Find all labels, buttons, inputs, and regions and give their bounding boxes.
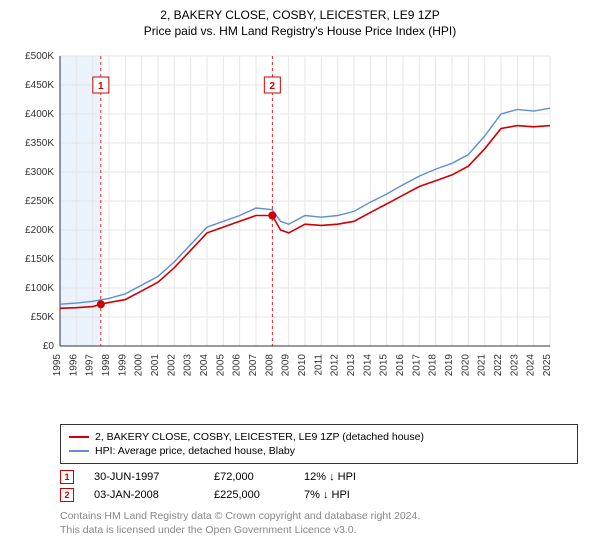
svg-text:2024: 2024: [526, 354, 537, 377]
svg-text:£200K: £200K: [25, 225, 54, 236]
svg-text:2: 2: [270, 81, 276, 92]
svg-text:2011: 2011: [313, 354, 324, 376]
legend-item: 2, BAKERY CLOSE, COSBY, LEICESTER, LE9 1…: [69, 431, 569, 443]
event-date: 30-JUN-1997: [94, 471, 194, 483]
svg-text:£100K: £100K: [25, 283, 54, 294]
svg-text:£150K: £150K: [25, 254, 54, 265]
svg-text:£350K: £350K: [25, 138, 54, 149]
event-table: 1 30-JUN-1997 £72,000 12% ↓ HPI 2 03-JAN…: [60, 470, 588, 502]
svg-text:2014: 2014: [362, 354, 373, 377]
svg-text:2009: 2009: [281, 354, 292, 377]
svg-text:2005: 2005: [215, 354, 226, 377]
svg-text:£450K: £450K: [25, 80, 54, 91]
svg-text:2004: 2004: [199, 354, 210, 377]
svg-text:2021: 2021: [477, 354, 488, 377]
svg-text:£500K: £500K: [25, 51, 54, 62]
svg-text:1998: 1998: [101, 354, 112, 377]
svg-text:2002: 2002: [166, 354, 177, 377]
container: 2, BAKERY CLOSE, COSBY, LEICESTER, LE9 1…: [0, 0, 600, 560]
svg-text:2012: 2012: [330, 354, 341, 377]
page-subtitle: Price paid vs. HM Land Registry's House …: [12, 24, 588, 38]
svg-text:£300K: £300K: [25, 167, 54, 178]
event-hpi: 12% ↓ HPI: [304, 471, 394, 483]
svg-text:2020: 2020: [460, 354, 471, 377]
footer-line: This data is licensed under the Open Gov…: [60, 524, 588, 538]
svg-text:1996: 1996: [68, 354, 79, 377]
svg-text:2001: 2001: [150, 354, 161, 377]
svg-text:2017: 2017: [411, 354, 422, 377]
svg-text:2008: 2008: [264, 354, 275, 377]
event-hpi: 7% ↓ HPI: [304, 489, 394, 501]
event-row: 1 30-JUN-1997 £72,000 12% ↓ HPI: [60, 470, 588, 484]
svg-text:2018: 2018: [428, 354, 439, 377]
event-price: £225,000: [214, 489, 284, 501]
svg-text:1995: 1995: [52, 354, 63, 377]
svg-text:2010: 2010: [297, 354, 308, 377]
page-title: 2, BAKERY CLOSE, COSBY, LEICESTER, LE9 1…: [12, 8, 588, 22]
event-date: 03-JAN-2008: [94, 489, 194, 501]
chart-area: £0 £50K £100K £150K £200K £250K £300K £350K £400…: [12, 46, 588, 416]
svg-text:1997: 1997: [85, 354, 96, 377]
svg-text:2016: 2016: [395, 354, 406, 377]
svg-text:2003: 2003: [183, 354, 194, 377]
event-row: 2 03-JAN-2008 £225,000 7% ↓ HPI: [60, 488, 588, 502]
event-price: £72,000: [214, 471, 284, 483]
legend-label: HPI: Average price, detached house, Blab…: [95, 445, 295, 457]
svg-text:2013: 2013: [346, 354, 357, 377]
legend-item: HPI: Average price, detached house, Blab…: [69, 445, 569, 457]
svg-text:2025: 2025: [542, 354, 553, 377]
svg-text:2000: 2000: [134, 354, 145, 377]
svg-text:2015: 2015: [379, 354, 390, 377]
legend-swatch: [69, 436, 89, 438]
event-marker-icon: 2: [60, 488, 74, 502]
line-chart: £0 £50K £100K £150K £200K £250K £300K £350K £400…: [12, 46, 592, 406]
legend-swatch: [69, 450, 89, 452]
legend: 2, BAKERY CLOSE, COSBY, LEICESTER, LE9 1…: [60, 424, 578, 464]
event-marker-icon: 1: [60, 470, 74, 484]
svg-text:£250K: £250K: [25, 196, 54, 207]
svg-text:1999: 1999: [117, 354, 128, 377]
legend-label: 2, BAKERY CLOSE, COSBY, LEICESTER, LE9 1…: [95, 431, 424, 443]
svg-text:£50K: £50K: [31, 312, 55, 323]
svg-text:£400K: £400K: [25, 109, 54, 120]
footer-line: Contains HM Land Registry data © Crown c…: [60, 510, 588, 524]
event-marker-num: 1: [64, 472, 69, 482]
svg-text:1: 1: [98, 81, 104, 92]
svg-text:2006: 2006: [232, 354, 243, 377]
svg-text:£0: £0: [43, 341, 55, 352]
footer: Contains HM Land Registry data © Crown c…: [60, 510, 588, 537]
svg-text:2022: 2022: [493, 354, 504, 377]
svg-text:2019: 2019: [444, 354, 455, 377]
svg-text:2023: 2023: [509, 354, 520, 377]
event-marker-num: 2: [64, 490, 69, 500]
svg-text:2007: 2007: [248, 354, 259, 377]
